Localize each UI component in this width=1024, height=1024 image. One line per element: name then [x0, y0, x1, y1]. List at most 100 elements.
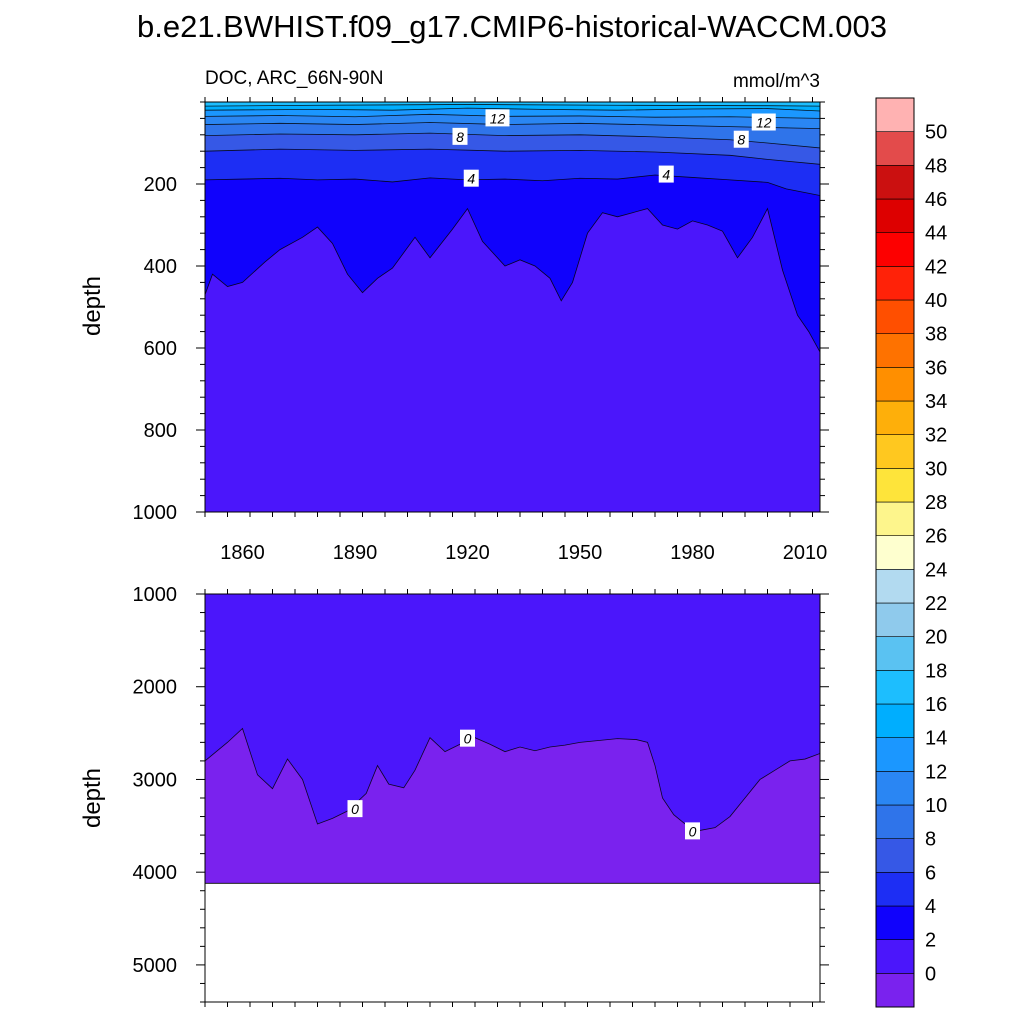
colorbar-swatch — [875, 535, 915, 570]
svg-text:0: 0 — [689, 823, 697, 839]
upper-contour-label: 4 — [463, 169, 479, 187]
colorbar-label: 2 — [925, 930, 936, 952]
lower-y-tick-label: 5000 — [133, 955, 178, 977]
upper-contour-label: 12 — [751, 113, 776, 131]
upper-y-tick-label: 800 — [144, 420, 177, 442]
upper-contour-line-6 — [205, 148, 820, 165]
lower-y-tick-label: 4000 — [133, 862, 178, 884]
lower-panel: 0 0 0 1000 2000 3000 4000 5000 — [133, 584, 829, 1007]
colorbar-swatch — [875, 165, 915, 200]
colorbar-swatch — [875, 501, 915, 536]
colorbar: 0246810121416182022242628303234363840424… — [875, 97, 947, 1008]
colorbar-label: 40 — [925, 290, 947, 312]
colorbar-swatch — [875, 973, 915, 1008]
upper-y-tick-label: 600 — [144, 338, 177, 360]
colorbar-swatch — [875, 468, 915, 503]
colorbar-label: 50 — [925, 122, 947, 144]
colorbar-swatch — [875, 838, 915, 873]
colorbar-swatch — [875, 771, 915, 806]
colorbar-label: 12 — [925, 761, 947, 783]
colorbar-swatch — [875, 198, 915, 233]
lower-y-axis-label: depth — [79, 768, 106, 828]
colorbar-label: 0 — [925, 963, 936, 985]
lower-y-tick-label: 3000 — [133, 769, 178, 791]
colorbar-swatch — [875, 602, 915, 637]
colorbar-swatch — [875, 737, 915, 772]
lower-band-below-0 — [205, 728, 820, 884]
colorbar-swatch — [875, 400, 915, 435]
svg-text:0: 0 — [351, 801, 359, 817]
colorbar-label: 22 — [925, 593, 947, 615]
upper-panel: 12 12 8 8 4 4 200 400 600 800 1000 1860 1890 1920 1950… — [133, 97, 829, 564]
upper-contour-label: 8 — [452, 127, 468, 145]
lower-y-tick-label: 2000 — [133, 677, 178, 699]
svg-text:12: 12 — [490, 110, 506, 126]
lower-contour-label: 0 — [685, 822, 700, 840]
colorbar-label: 34 — [925, 391, 947, 413]
colorbar-label: 30 — [925, 458, 947, 480]
colorbar-swatch — [875, 131, 915, 166]
colorbar-label: 28 — [925, 492, 947, 514]
colorbar-swatch — [875, 333, 915, 368]
colorbar-label: 46 — [925, 189, 947, 211]
colorbar-label: 4 — [925, 896, 936, 918]
x-tick-label: 2010 — [783, 542, 828, 564]
lower-contour-line-0 — [205, 727, 820, 831]
upper-contour-label: 8 — [733, 130, 749, 148]
colorbar-label: 36 — [925, 357, 947, 379]
colorbar-swatch — [875, 434, 915, 469]
colorbar-swatch — [875, 872, 915, 907]
colorbar-swatch — [875, 97, 915, 132]
colorbar-label: 26 — [925, 526, 947, 548]
upper-y-tick-label: 400 — [144, 256, 177, 278]
colorbar-label: 16 — [925, 694, 947, 716]
colorbar-label: 6 — [925, 862, 936, 884]
upper-contour-label: 12 — [485, 109, 510, 127]
colorbar-swatch — [875, 670, 915, 705]
x-tick-label: 1980 — [670, 542, 715, 564]
colorbar-label: 14 — [925, 728, 947, 750]
variable-label: DOC, ARC_66N-90N — [205, 68, 383, 89]
colorbar-label: 32 — [925, 425, 947, 447]
svg-text:4: 4 — [467, 171, 475, 187]
ocean-floor-mask — [205, 883, 820, 1002]
svg-text:8: 8 — [737, 132, 745, 148]
colorbar-swatch — [875, 266, 915, 301]
colorbar-label: 8 — [925, 829, 936, 851]
upper-y-tick-label: 200 — [144, 174, 177, 196]
x-tick-label: 1890 — [333, 542, 378, 564]
colorbar-swatch — [875, 232, 915, 267]
upper-plot-frame — [204, 101, 821, 513]
colorbar-swatch — [875, 569, 915, 604]
svg-text:4: 4 — [662, 167, 670, 183]
upper-contour-line-4 — [205, 174, 820, 196]
lower-contour-label: 0 — [460, 729, 475, 747]
colorbar-swatch — [875, 636, 915, 671]
lower-y-tick-label: 1000 — [133, 584, 178, 606]
x-tick-label: 1860 — [220, 542, 265, 564]
upper-contour-label: 4 — [658, 165, 674, 183]
colorbar-swatch — [875, 299, 915, 334]
x-tick-label: 1950 — [558, 542, 603, 564]
colorbar-label: 20 — [925, 627, 947, 649]
colorbar-swatch — [875, 804, 915, 839]
colorbar-label: 24 — [925, 559, 947, 581]
colorbar-swatch — [875, 367, 915, 402]
lower-contour-label: 0 — [347, 800, 363, 818]
upper-contour-line-2 — [205, 207, 820, 353]
svg-text:8: 8 — [456, 129, 464, 145]
colorbar-label: 18 — [925, 660, 947, 682]
upper-contour-line-16 — [205, 104, 820, 107]
upper-y-tick-label: 1000 — [133, 502, 178, 524]
colorbar-swatch — [875, 905, 915, 940]
svg-text:0: 0 — [464, 731, 472, 747]
colorbar-label: 44 — [925, 223, 947, 245]
colorbar-label: 42 — [925, 256, 947, 278]
colorbar-label: 38 — [925, 324, 947, 346]
colorbar-swatch — [875, 703, 915, 738]
upper-band-below-2 — [205, 208, 820, 512]
upper-contour-line-14 — [205, 107, 820, 112]
x-tick-label: 1920 — [445, 542, 490, 564]
colorbar-swatch — [875, 939, 915, 974]
